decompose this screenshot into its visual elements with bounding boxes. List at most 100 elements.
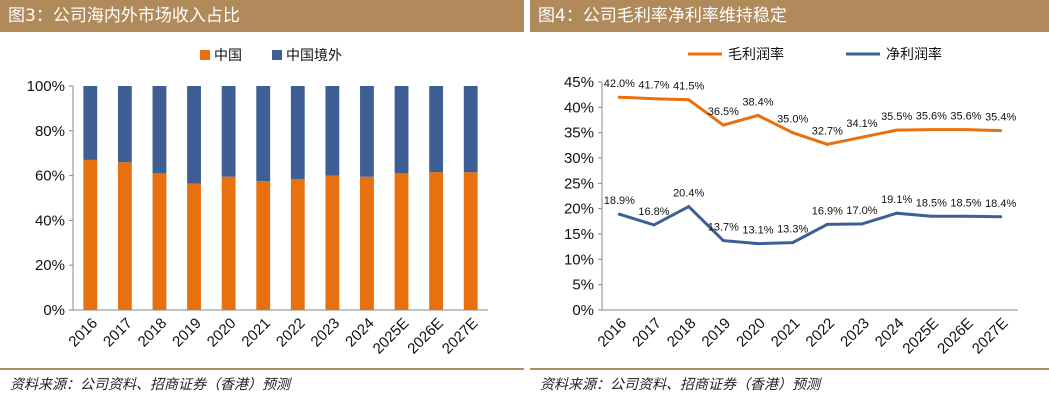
x-tick-label: 2023 <box>308 315 344 351</box>
x-tick-label: 2020 <box>733 315 769 351</box>
data-point-net <box>617 212 621 216</box>
bar-domestic-2025E <box>394 173 409 310</box>
bar-overseas-2018 <box>152 86 167 174</box>
series-line-net <box>618 204 1001 246</box>
data-label-net: 18.5% <box>950 197 981 209</box>
data-point-gross <box>999 129 1003 133</box>
bar-overseas-2020 <box>221 86 236 177</box>
x-tick-label: 2016 <box>65 315 101 351</box>
bar-overseas-2022 <box>290 86 305 179</box>
x-tick-label: 2027E <box>969 315 1012 358</box>
x-tick-label: 2026E <box>934 315 977 358</box>
data-point-gross <box>929 128 933 132</box>
x-tick-label: 2018 <box>135 315 171 351</box>
data-point-net <box>929 214 933 218</box>
bar-domestic-2020 <box>221 176 236 310</box>
data-point-net <box>860 222 864 226</box>
bar-domestic-2018 <box>152 173 167 310</box>
left-source-divider <box>0 368 524 370</box>
x-tick-label: 2021 <box>238 315 274 351</box>
y-tick-label: 15% <box>564 226 594 243</box>
data-point-net <box>791 241 795 245</box>
x-tick-label: 2023 <box>837 315 873 351</box>
bar-overseas-2024 <box>360 86 374 177</box>
data-label-gross: 42.0% <box>604 78 635 90</box>
y-tick-label: 20% <box>564 201 594 218</box>
x-tick-label: 2020 <box>204 315 240 351</box>
y-tick-label: 5% <box>572 277 594 294</box>
data-label-net: 16.9% <box>812 205 843 217</box>
y-tick-label: 0% <box>572 302 594 319</box>
x-tick-label: 2025E <box>899 315 942 358</box>
data-label-gross: 35.0% <box>777 114 808 126</box>
bar-overseas-2017 <box>117 86 132 163</box>
x-tick-label: 2027E <box>439 315 482 358</box>
y-tick-label: 25% <box>564 175 594 192</box>
bar-overseas-2026E <box>429 86 444 173</box>
data-point-gross <box>721 123 725 127</box>
bar-overseas-2021 <box>256 86 271 182</box>
y-tick-label: 80% <box>35 123 65 140</box>
data-point-net <box>895 211 899 215</box>
data-label-gross: 38.4% <box>742 96 773 108</box>
bar-overseas-2019 <box>187 86 201 184</box>
data-point-net <box>687 205 691 209</box>
legend-swatch-overseas <box>272 50 282 60</box>
data-point-net <box>999 215 1003 219</box>
data-point-net <box>825 222 829 226</box>
data-label-net: 18.4% <box>985 198 1016 210</box>
y-tick-label: 60% <box>35 168 65 185</box>
y-tick-label: 40% <box>564 99 594 116</box>
data-label-gross: 41.7% <box>638 80 669 92</box>
data-point-gross <box>756 113 760 117</box>
stacked-bar-chart: 中国 中国境外 0% 20% 40% 60% 80% 100% 2016201720182019… <box>27 48 488 358</box>
data-label-net: 20.4% <box>673 188 704 200</box>
bar-domestic-2027E <box>463 172 478 310</box>
bar-overseas-2027E <box>463 86 478 173</box>
y-tick-label: 20% <box>35 257 65 274</box>
data-point-gross <box>652 97 656 101</box>
right-chart-panel: 图4：公司毛利率净利率维持稳定 毛利润率 净利润率 0% 5% 10% 15% 20% 25%… <box>530 0 1049 400</box>
x-tick-label: 2019 <box>699 315 735 351</box>
x-tick-label: 2019 <box>169 315 205 351</box>
data-point-gross <box>895 128 899 132</box>
data-point-net <box>721 239 725 243</box>
data-label-gross: 36.5% <box>708 106 739 118</box>
data-label-gross: 32.7% <box>812 125 843 137</box>
data-point-gross <box>687 98 691 102</box>
bar-domestic-2023 <box>325 175 340 310</box>
bar-domestic-2019 <box>187 183 201 310</box>
data-label-net: 18.9% <box>604 195 635 207</box>
data-point-net <box>964 214 968 218</box>
bar-overseas-2016 <box>83 86 98 160</box>
x-tick-label: 2017 <box>100 315 136 351</box>
data-label-gross: 35.6% <box>950 111 981 123</box>
series-line-gross <box>619 95 1001 146</box>
data-point-gross <box>860 135 864 139</box>
legend-swatch-domestic <box>200 50 210 60</box>
left-chart-panel: 图3：公司海内外市场收入占比 中国 中国境外 0% 20% 40% 60% 80% 100% 2… <box>0 0 524 400</box>
data-label-net: 16.8% <box>638 206 669 218</box>
data-label-net: 18.5% <box>916 197 947 209</box>
data-label-net: 13.7% <box>708 222 739 234</box>
legend-label-net: 净利润率 <box>886 46 942 63</box>
y-tick-label: 30% <box>564 150 594 167</box>
data-label-net: 13.1% <box>742 225 773 237</box>
y-tick-label: 100% <box>27 78 65 95</box>
legend-label-overseas: 中国境外 <box>286 48 342 64</box>
y-tick-label: 10% <box>564 251 594 268</box>
data-label-net: 13.3% <box>777 224 808 236</box>
left-chart-title: 图3：公司海内外市场收入占比 <box>0 0 524 32</box>
legend-label-gross: 毛利润率 <box>728 46 784 63</box>
bar-domestic-2022 <box>290 178 305 310</box>
data-label-gross: 34.1% <box>846 118 877 130</box>
bar-overseas-2023 <box>325 86 340 176</box>
y-tick-label: 45% <box>564 74 594 91</box>
bar-overseas-2025E <box>394 86 409 174</box>
right-source-note: 资料来源：公司资料、招商证券（香港）预测 <box>540 377 820 393</box>
data-label-gross: 35.6% <box>916 111 947 123</box>
y-tick-label: 0% <box>43 302 65 319</box>
x-tick-label: 2022 <box>803 315 839 351</box>
x-tick-label: 2016 <box>595 315 631 351</box>
data-point-gross <box>964 128 968 132</box>
